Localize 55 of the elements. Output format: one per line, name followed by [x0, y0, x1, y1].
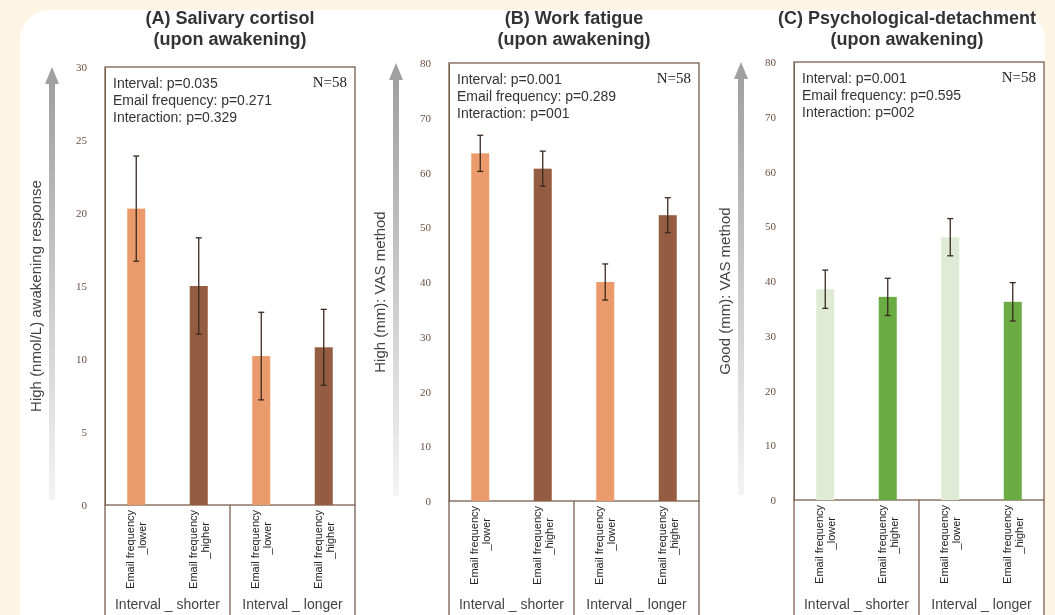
x-tick-label: Email frequency _higher	[530, 505, 555, 585]
y-tick-label: 70	[420, 111, 432, 124]
y-tick-label: 0	[770, 494, 777, 507]
text: Interval _ longer	[931, 596, 1033, 612]
y-tick-label: 20	[765, 384, 777, 397]
annotation: Interval: p=0.001 Email frequency: p=0.289 Interaction: p=001	[457, 71, 617, 121]
x-tick-label: Email frequency _lower	[813, 504, 838, 584]
text: Interval _ shorter	[114, 596, 221, 612]
annotation: N=58	[656, 70, 691, 86]
text: Interval _ shorter	[803, 596, 910, 612]
x-tick-label: Email frequency _higher	[875, 504, 900, 584]
y-tick-label: 60	[765, 165, 777, 178]
y-tick-label: 0	[425, 495, 432, 508]
x-tick-label: Email frequency _higher	[1000, 504, 1025, 584]
y-axis-title: High (mm): VAS method	[371, 211, 388, 373]
y-tick-label: 70	[765, 110, 777, 123]
annotation: Interval: p=0.001 Email frequency: p=0.595 Interaction: p=002	[802, 70, 962, 120]
y-axis-title: Good (mm): VAS method	[716, 207, 733, 375]
x-tick-label: Email frequency _lower	[593, 505, 618, 585]
y-tick-label: 25	[76, 134, 88, 147]
y-tick-label: 80	[420, 57, 432, 70]
y-tick-label: 0	[81, 499, 88, 512]
y-tick-label: 10	[76, 353, 88, 366]
annotation: N=58	[1001, 69, 1036, 85]
y-tick-label: 30	[420, 330, 432, 343]
y-tick-label: 5	[81, 426, 88, 439]
y-tick-label: 60	[420, 166, 432, 179]
x-tick-label: Email frequency _lower	[124, 509, 149, 589]
y-tick-label: 30	[765, 329, 777, 342]
y-tick-label: 40	[765, 275, 777, 288]
y-tick-label: 30	[76, 61, 88, 74]
text: Interval _ longer	[242, 596, 344, 612]
chart-title: (A) Salivary cortisol (upon awakening)	[145, 8, 315, 49]
y-tick-label: 10	[420, 440, 432, 453]
y-tick-label: 80	[765, 56, 777, 69]
x-tick-label: Email frequency _lower	[249, 509, 274, 589]
annotation: N=58	[312, 74, 347, 90]
y-tick-label: 10	[765, 439, 777, 452]
y-axis-title: High (nmol/L) awakening response	[27, 180, 44, 412]
y-tick-label: 20	[76, 207, 88, 220]
chart-title: (C) Psychological-detachment (upon awakening)	[777, 8, 1037, 49]
text: Interval _ shorter	[458, 596, 565, 612]
x-tick-label: Email frequency _lower	[468, 505, 493, 585]
text: Interval _ longer	[586, 596, 688, 612]
y-tick-label: 50	[420, 221, 432, 234]
x-tick-label: Email frequency _higher	[186, 509, 211, 589]
y-tick-label: 15	[76, 280, 88, 293]
x-tick-label: Email frequency _higher	[655, 505, 680, 585]
x-tick-label: Email frequency _higher	[311, 509, 336, 589]
annotation: Interval: p=0.035 Email frequency: p=0.271 Interaction: p=0.329	[113, 75, 273, 125]
y-tick-label: 50	[765, 220, 777, 233]
x-tick-label: Email frequency _lower	[938, 504, 963, 584]
y-tick-label: 40	[420, 276, 432, 289]
chart-title: (B) Work fatigue (upon awakening)	[497, 8, 651, 49]
y-tick-label: 20	[420, 385, 432, 398]
